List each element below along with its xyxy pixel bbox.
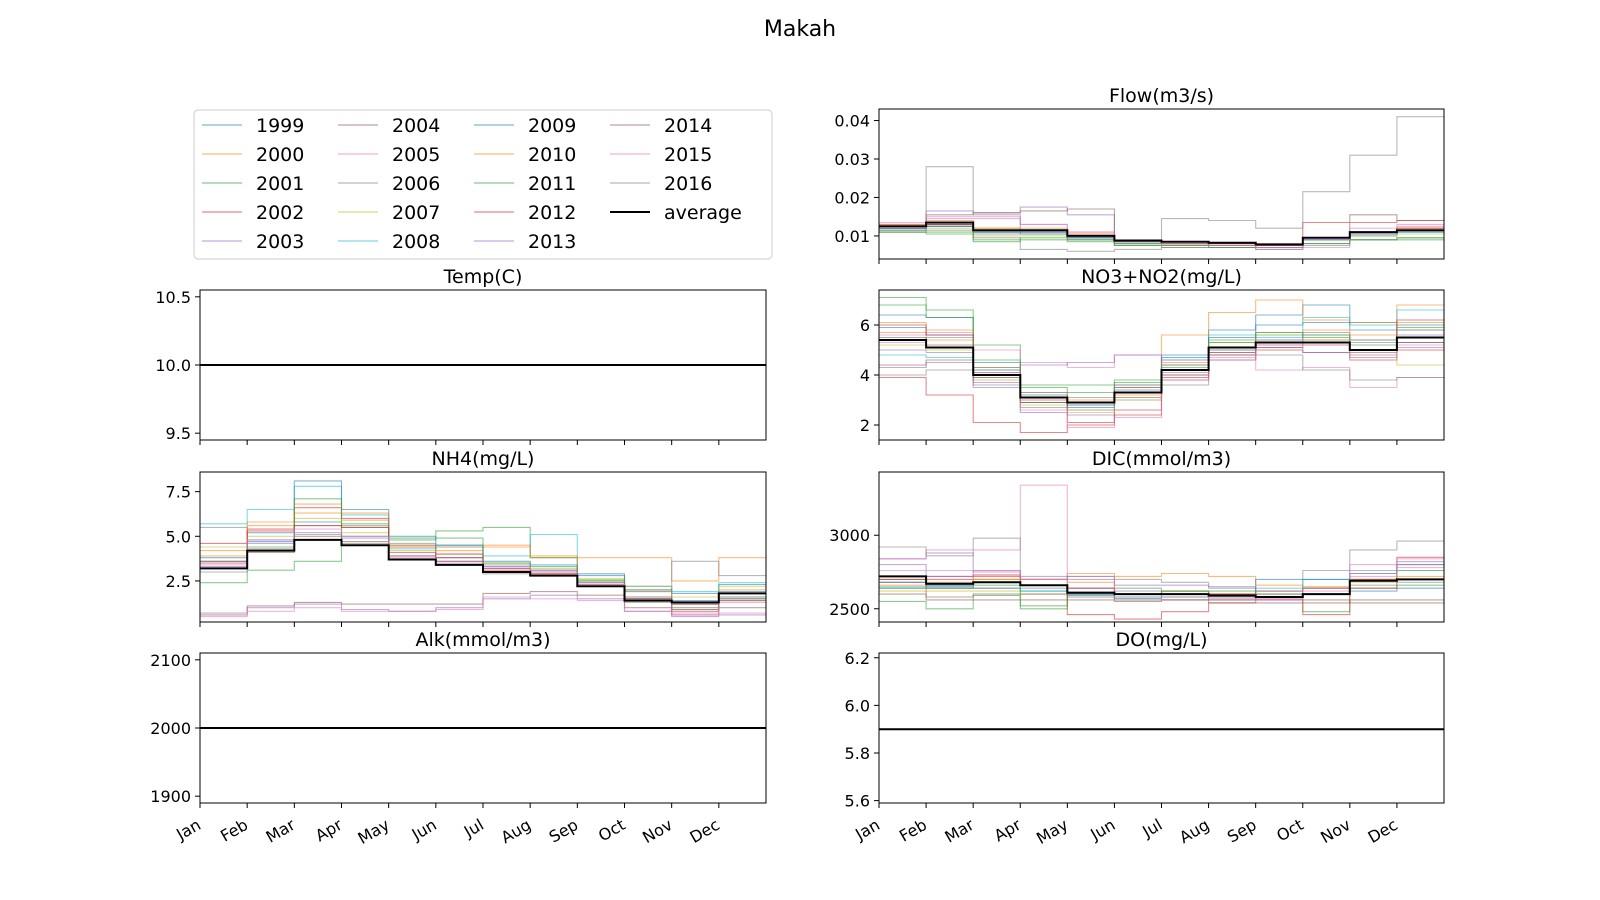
panel-title: Flow(m3/s) — [1109, 85, 1214, 107]
series-line — [879, 578, 1444, 604]
axes-frame — [878, 652, 1445, 804]
legend-label: 2008 — [392, 231, 440, 253]
legend-label: 2005 — [392, 144, 440, 166]
series-line — [879, 116, 1444, 243]
x-tick-label: Jan — [851, 815, 883, 844]
panel: NO3+NO2(mg/L) 2 4 6 — [860, 266, 1445, 445]
legend-label: 2007 — [392, 202, 440, 224]
y-tick-label: 10.0 — [155, 356, 191, 375]
panel: DIC(mmol/m3) 2500 3000 — [829, 448, 1445, 627]
y-tick-label: 5.6 — [845, 792, 870, 811]
series-line — [200, 596, 766, 618]
legend-label: 2001 — [256, 173, 304, 195]
x-tick-label: Jul — [460, 815, 487, 842]
panel-title: DIC(mmol/m3) — [1092, 448, 1231, 470]
x-tick-label: May — [1033, 815, 1071, 848]
y-tick-label: 2000 — [150, 719, 191, 738]
series-line-average — [879, 221, 1444, 246]
panel-title: NO3+NO2(mg/L) — [1081, 266, 1242, 288]
x-tick-label: Aug — [1176, 815, 1213, 847]
legend-label: 2016 — [664, 173, 712, 195]
legend-label: 2010 — [528, 144, 576, 166]
x-tick-label: Nov — [1317, 815, 1354, 847]
y-tick-label: 5.0 — [166, 527, 191, 546]
x-tick-label: Sep — [1224, 815, 1260, 847]
y-tick-label: 2100 — [150, 651, 191, 670]
panel-title: Alk(mmol/m3) — [415, 629, 550, 651]
x-tick-label: Oct — [1273, 815, 1306, 845]
y-tick-label: 6.2 — [845, 649, 870, 668]
series-line-average — [879, 336, 1444, 404]
x-tick-label: Oct — [595, 815, 628, 845]
y-tick-label: 1900 — [150, 787, 191, 806]
y-tick-label: 9.5 — [166, 424, 191, 443]
x-tick-label: Aug — [498, 815, 535, 847]
legend-label: 2006 — [392, 173, 440, 195]
x-tick-label: Dec — [1365, 815, 1401, 847]
legend-label: 2014 — [664, 115, 712, 137]
x-tick-label: Nov — [639, 815, 676, 847]
y-tick-label: 10.5 — [155, 288, 191, 307]
x-tick-label: Jun — [408, 815, 440, 844]
legend-label: 2004 — [392, 115, 440, 137]
y-tick-label: 7.5 — [166, 483, 191, 502]
x-tick-label: Mar — [942, 815, 978, 847]
y-tick-label: 2500 — [829, 600, 870, 619]
y-tick-label: 6 — [860, 316, 870, 335]
panel-title: NH4(mg/L) — [432, 448, 535, 470]
legend-label: 2012 — [528, 202, 576, 224]
y-tick-label: 2.5 — [166, 572, 191, 591]
y-tick-label: 2 — [860, 416, 870, 435]
series-line-average — [879, 575, 1444, 598]
series-line-average — [200, 538, 766, 604]
panel: NH4(mg/L) 2.5 5.0 7.5 — [166, 448, 767, 627]
panel-title: Temp(C) — [443, 266, 523, 288]
legend-label: 2013 — [528, 231, 576, 253]
legend-frame — [193, 109, 773, 260]
legend: 1999 2000 2001 2002 2003 2004 2005 2006 2007 2008… — [193, 109, 773, 260]
x-tick-label: Feb — [217, 815, 251, 846]
panel: Flow(m3/s) 0.01 0.02 0.03 0.04 — [834, 85, 1445, 264]
legend-label: 1999 — [256, 115, 304, 137]
legend-label: 2002 — [256, 202, 304, 224]
x-tick-label: Feb — [896, 815, 930, 846]
x-tick-label: Jun — [1086, 815, 1118, 844]
legend-label: 2015 — [664, 144, 712, 166]
y-tick-label: 0.02 — [834, 188, 870, 207]
y-tick-label: 0.01 — [834, 227, 870, 246]
x-tick-label: Dec — [687, 815, 723, 847]
legend-label: 2011 — [528, 173, 576, 195]
legend-label: 2009 — [528, 115, 576, 137]
panel-title: DO(mg/L) — [1116, 629, 1208, 651]
panel: Temp(C) 9.5 10.0 10.5 — [155, 266, 767, 445]
series-line — [879, 231, 1444, 249]
x-tick-label: Apr — [312, 815, 346, 846]
panel: Alk(mmol/m3) 1900 2000 2100 Jan Feb Mar Apr May J… — [150, 629, 767, 848]
legend-label: 2000 — [256, 144, 304, 166]
y-tick-label: 5.8 — [845, 744, 870, 763]
y-tick-label: 0.04 — [834, 112, 870, 131]
x-tick-label: Mar — [263, 815, 299, 847]
panel: DO(mg/L) 5.6 5.8 6.0 6.2 Jan Feb Mar Apr May Jun Ju… — [845, 629, 1445, 848]
x-tick-label: May — [355, 815, 393, 848]
y-tick-label: 4 — [860, 366, 870, 385]
legend-label: average — [664, 202, 742, 224]
legend-label: 2003 — [256, 231, 304, 253]
x-tick-label: Apr — [991, 815, 1025, 846]
y-tick-label: 0.03 — [834, 150, 870, 169]
x-tick-label: Jul — [1138, 815, 1165, 842]
x-tick-label: Jan — [172, 815, 204, 844]
figure-title: Makah — [764, 17, 836, 42]
y-tick-label: 6.0 — [845, 696, 870, 715]
x-tick-label: Sep — [546, 815, 582, 847]
y-tick-label: 3000 — [829, 526, 870, 545]
